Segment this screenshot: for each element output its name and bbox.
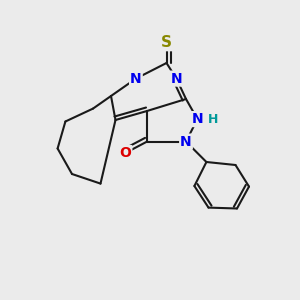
Text: O: O xyxy=(119,146,131,160)
Text: N: N xyxy=(171,72,182,86)
Text: N: N xyxy=(130,72,142,86)
Text: S: S xyxy=(161,35,172,50)
Text: N: N xyxy=(192,112,203,126)
Text: N: N xyxy=(180,135,192,148)
Text: H: H xyxy=(208,112,218,126)
